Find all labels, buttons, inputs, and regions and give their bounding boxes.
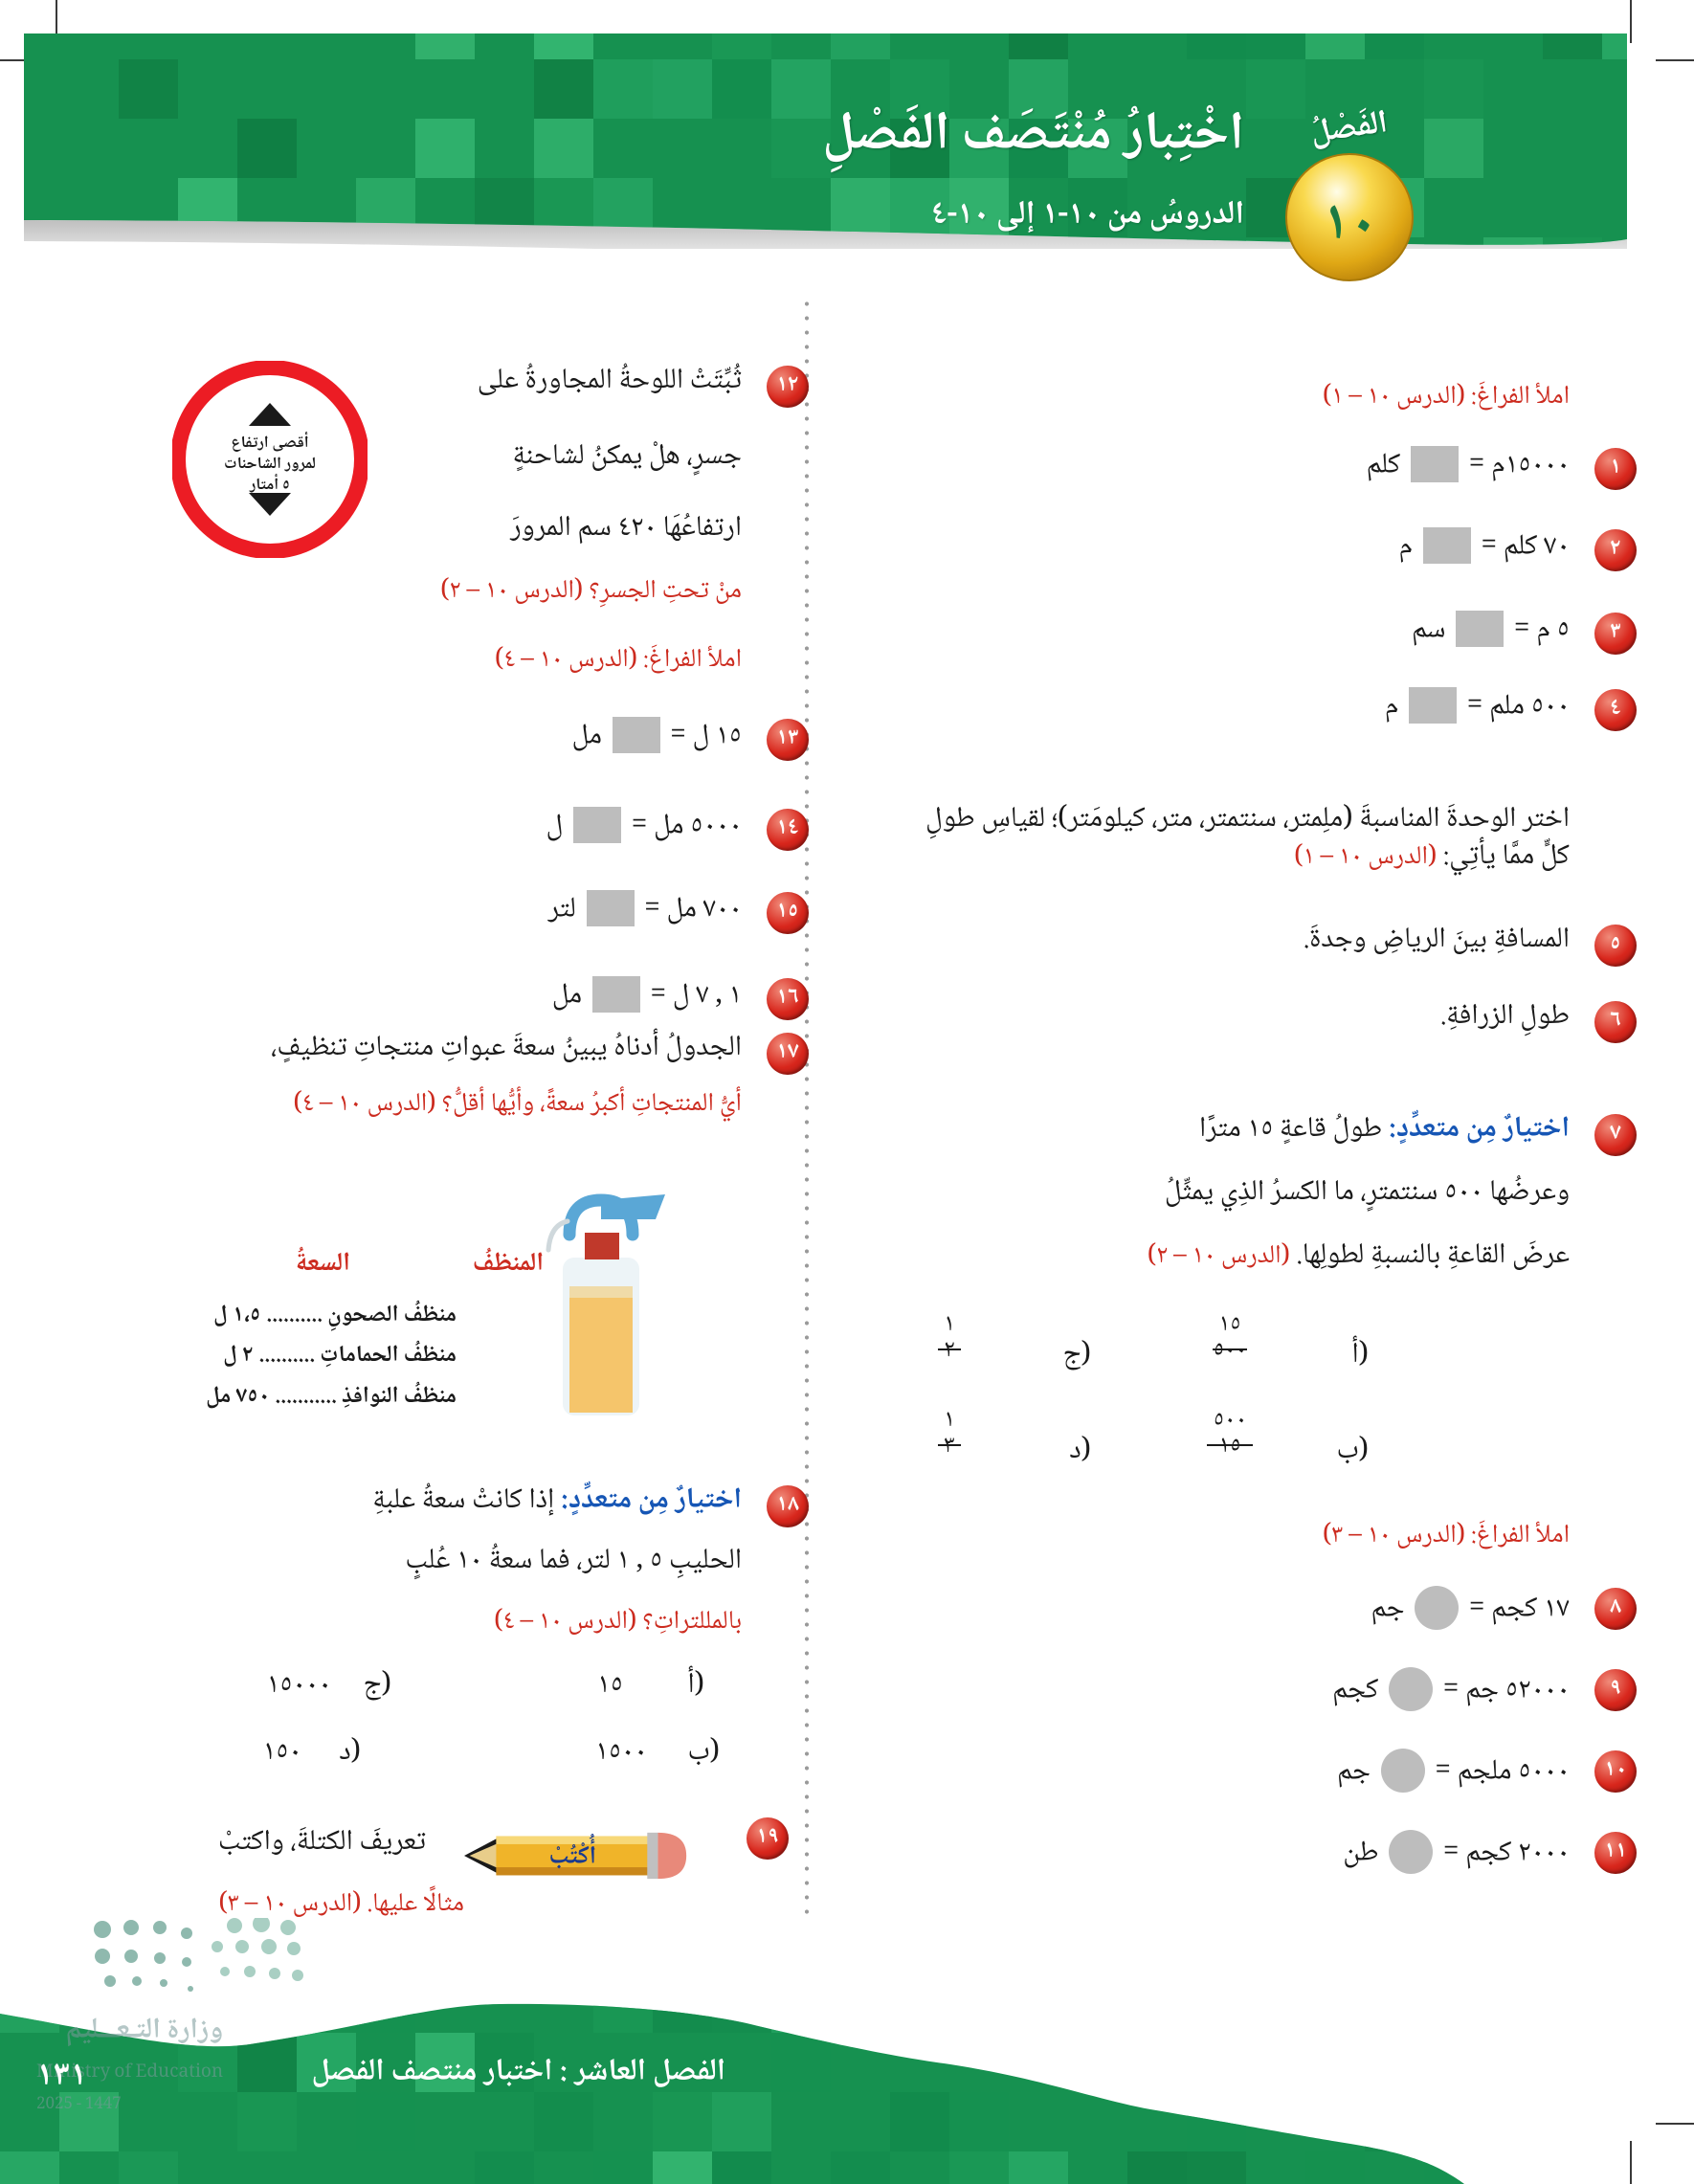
svg-text:أُكْتُبْ: أُكْتُبْ [549, 1834, 597, 1880]
svg-text:١٠: ١٠ [1323, 179, 1377, 274]
